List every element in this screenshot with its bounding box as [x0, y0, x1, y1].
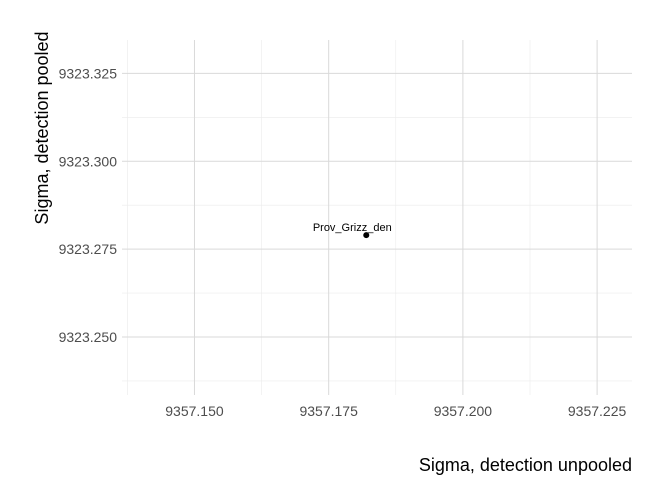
x-tick-label: 9357.200 — [434, 403, 493, 419]
x-tick-label: 9357.175 — [299, 403, 358, 419]
y-tick-label: 9323.250 — [59, 329, 118, 345]
x-tick-label: 9357.225 — [568, 403, 627, 419]
data-point-label: Prov_Grizz_den — [313, 222, 392, 234]
data-point — [363, 232, 370, 239]
x-axis-ticks: 9357.150 9357.175 9357.200 9357.225 — [165, 403, 626, 419]
y-tick-label: 9323.325 — [59, 65, 118, 81]
x-tick-label: 9357.150 — [165, 403, 224, 419]
y-tick-label: 9323.275 — [59, 241, 118, 257]
y-axis-title: Sigma, detection pooled — [32, 31, 52, 224]
x-axis-title: Sigma, detection unpooled — [419, 455, 632, 475]
data-points: Prov_Grizz_den — [313, 222, 392, 239]
y-axis-ticks: 9323.250 9323.275 9323.300 9323.325 — [59, 65, 118, 345]
grid-lines — [122, 40, 632, 395]
y-tick-label: 9323.300 — [59, 153, 118, 169]
